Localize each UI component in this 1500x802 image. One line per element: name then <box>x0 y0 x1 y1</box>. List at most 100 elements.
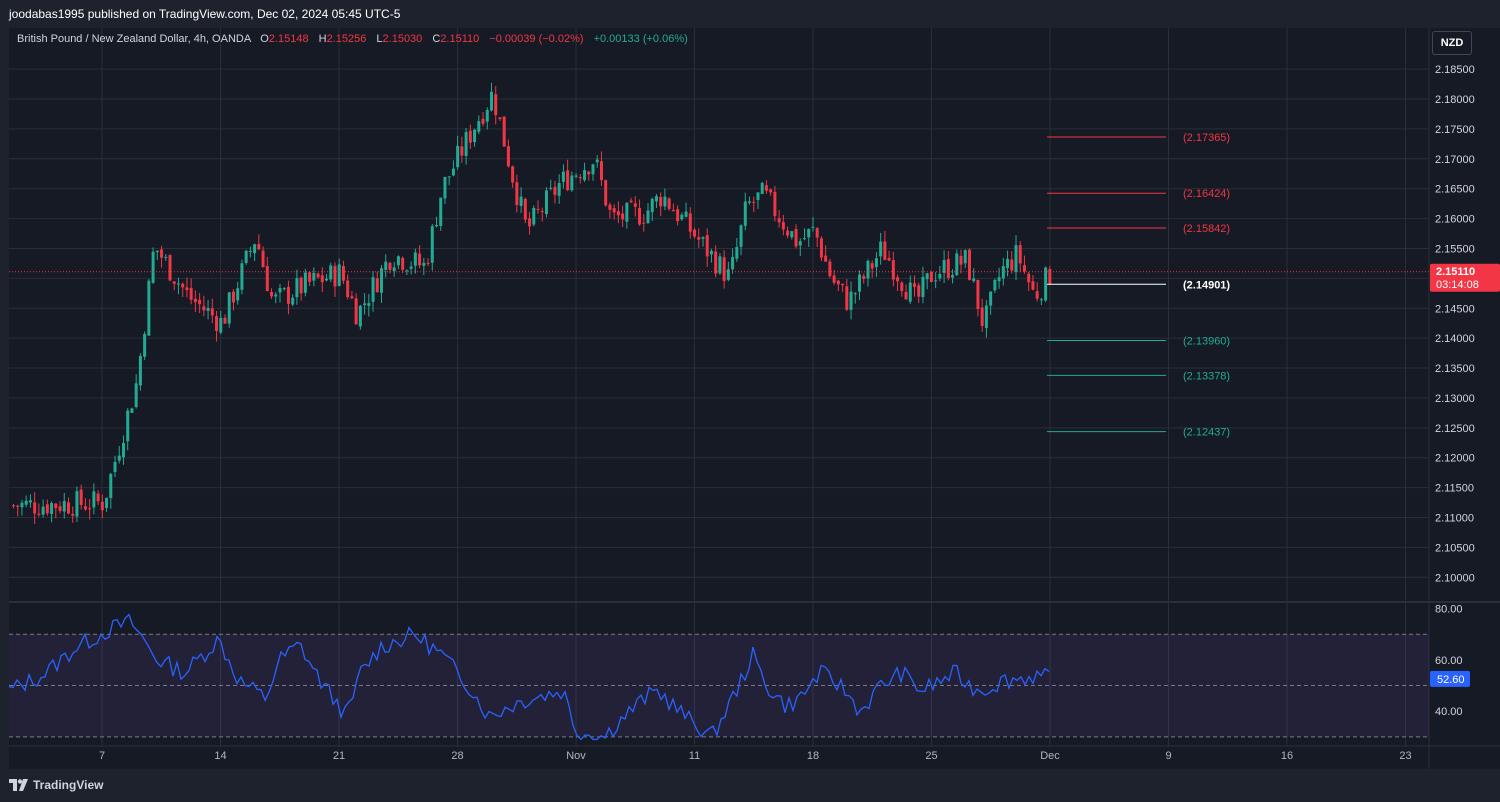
candle-body <box>388 262 392 270</box>
candle-body <box>659 197 663 207</box>
candle-body <box>781 222 785 230</box>
chart-svg[interactable]: 7 14 21 28 Nov 11 18 25 Dec 9 16 23 2.18500 2.18000 2.… <box>9 28 1500 769</box>
candle-body <box>764 185 768 191</box>
candle-body <box>646 210 650 223</box>
price-tick-label: 2.12000 <box>1435 453 1475 465</box>
candle-body <box>938 273 942 279</box>
symbol-legend: British Pound / New Zealand Dollar, 4h, … <box>17 33 688 45</box>
candle-body <box>265 266 269 292</box>
candle-body <box>891 260 895 280</box>
candle-body <box>650 198 654 213</box>
candle-body <box>219 317 223 333</box>
currency-button[interactable]: NZD <box>1432 31 1472 55</box>
candle-body <box>485 109 489 122</box>
candle-body <box>743 201 747 226</box>
time-tick-label: 11 <box>689 750 700 762</box>
candle-body <box>58 506 62 511</box>
candle-body <box>405 270 409 272</box>
published-by-text: joodabas1995 published on TradingView.co… <box>9 7 401 21</box>
candle-body <box>223 317 227 324</box>
level-label: (2.14901) <box>1183 279 1230 291</box>
legend-close-key: C <box>432 33 441 45</box>
candle-body <box>595 159 599 163</box>
candle-body <box>66 502 70 514</box>
candle-body <box>413 252 417 266</box>
candle-body <box>193 298 197 303</box>
candle-body <box>1010 259 1014 271</box>
candle-body <box>701 237 705 239</box>
candle-body <box>1014 245 1018 272</box>
candle-body <box>117 455 121 461</box>
candle-body <box>430 226 434 263</box>
price-tick-label: 2.12500 <box>1435 423 1475 435</box>
candle-body <box>731 257 735 270</box>
candle-body <box>176 283 180 285</box>
candle-body <box>100 501 104 511</box>
candle-body <box>138 355 142 386</box>
candle-body <box>143 333 147 357</box>
candle-body <box>1044 267 1048 301</box>
candle-body <box>544 190 548 214</box>
candle-body <box>62 501 66 512</box>
tradingview-logo[interactable]: TradingView <box>9 778 103 792</box>
price-tick-label: 2.14000 <box>1435 333 1475 345</box>
candle-body <box>870 263 874 269</box>
candle-body <box>105 497 109 509</box>
legend-low: 2.15030 <box>382 33 423 45</box>
rsi-line <box>9 613 1050 741</box>
candle-body <box>883 241 887 260</box>
candle-body <box>824 255 828 262</box>
candle-body <box>604 180 608 206</box>
price-tick-label: 2.14500 <box>1435 303 1475 315</box>
candle-body <box>819 238 823 258</box>
candle-body <box>303 272 307 293</box>
candle-body <box>270 292 274 297</box>
candle-body <box>240 263 244 290</box>
time-tick-label: 18 <box>807 750 819 762</box>
candle-body <box>350 296 354 299</box>
candle-body <box>980 307 984 327</box>
candle-body <box>198 299 202 305</box>
candle-body <box>341 266 345 281</box>
candle-body <box>316 273 320 278</box>
candle-body <box>468 130 472 143</box>
candle-body <box>473 129 477 143</box>
candle-body <box>261 250 265 268</box>
candle-body <box>392 267 396 272</box>
chart-area[interactable]: 7 14 21 28 Nov 11 18 25 Dec 9 16 23 2.18500 2.18000 2.… <box>9 28 1500 769</box>
header-bar: joodabas1995 published on TradingView.co… <box>0 0 1500 28</box>
candle-body <box>836 280 840 285</box>
candle-body <box>959 255 963 265</box>
candle-body <box>955 253 959 276</box>
candle-body <box>663 196 667 207</box>
candle-body <box>371 277 375 302</box>
candle-body <box>337 264 341 286</box>
candle-body <box>718 256 722 274</box>
candle-body <box>803 238 807 240</box>
candle-body <box>561 171 565 182</box>
candle-body <box>583 170 587 181</box>
legend-close: 2.15110 <box>440 33 480 45</box>
last-price-badge[interactable] <box>1430 263 1500 292</box>
time-tick-label: 21 <box>333 750 345 762</box>
candle-body <box>726 269 730 280</box>
candle-body <box>832 275 836 283</box>
last-price-label: 2.15110 <box>1436 266 1475 278</box>
footer-bar <box>0 770 1500 802</box>
candle-body <box>714 251 718 274</box>
legend-symbol[interactable]: British Pound / New Zealand Dollar, 4h, … <box>17 33 252 45</box>
legend-open: 2.15148 <box>268 33 309 45</box>
candle-body <box>693 229 697 237</box>
candle-body <box>329 265 333 280</box>
candle-body <box>325 278 329 281</box>
candle-body <box>794 228 798 247</box>
candle-body <box>20 502 24 508</box>
candle-body <box>752 201 756 203</box>
candle-body <box>54 503 58 509</box>
candle-body <box>75 491 79 517</box>
candle-body <box>130 408 134 413</box>
price-tick-label: 2.13500 <box>1435 363 1475 375</box>
candle-body <box>879 241 883 257</box>
candle-body <box>126 410 130 442</box>
candle-body <box>790 231 794 238</box>
